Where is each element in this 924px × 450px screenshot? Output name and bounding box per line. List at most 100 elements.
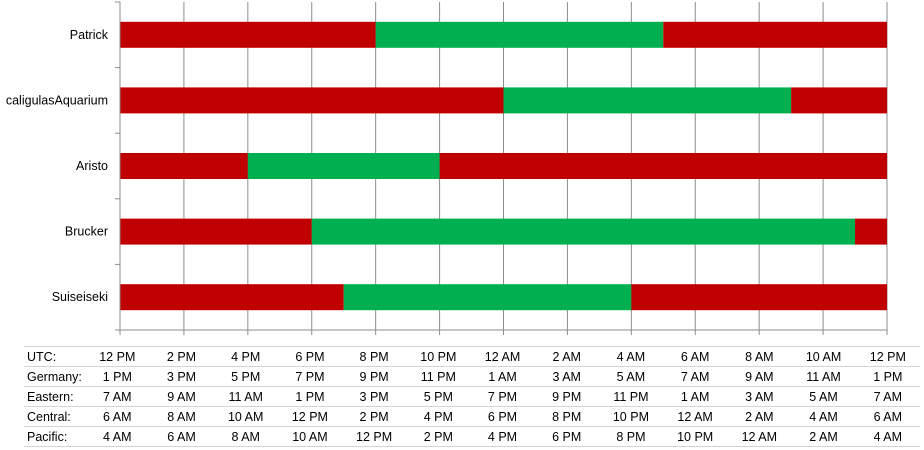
category-label: Brucker <box>65 225 108 239</box>
timezone-time: 11 PM <box>406 366 471 387</box>
timezone-time: 8 PM <box>534 406 599 427</box>
timezone-time: 2 AM <box>534 346 599 367</box>
timezone-time: 6 PM <box>277 346 343 367</box>
timezone-time: 3 AM <box>534 366 599 387</box>
timezone-time: 12 PM <box>855 346 920 367</box>
timezone-time: 7 AM <box>663 366 728 387</box>
bar-segment-offline <box>120 87 504 114</box>
timezone-time: 5 PM <box>213 366 278 387</box>
timezone-time: 5 AM <box>791 386 856 407</box>
timezone-time: 12 PM <box>85 346 150 367</box>
timezone-time: 12 PM <box>342 426 407 447</box>
bar-segment-offline <box>120 153 248 179</box>
timezone-time: 8 AM <box>727 346 792 367</box>
timezone-time: 4 AM <box>598 346 664 367</box>
timezone-time: 9 AM <box>727 366 792 387</box>
timezone-time: 12 AM <box>663 406 728 427</box>
timezone-time: 6 PM <box>470 406 535 427</box>
timezone-time: 10 AM <box>277 426 343 447</box>
timezone-time: 8 AM <box>149 406 214 427</box>
timezone-time: 7 PM <box>470 386 535 407</box>
timezone-time: 2 AM <box>791 426 856 447</box>
timezone-name: Central: <box>24 406 86 427</box>
timezone-time: 5 AM <box>598 366 664 387</box>
timezone-time: 9 PM <box>342 366 407 387</box>
timezone-row: Central: 6 AM 8 AM 10 AM 12 PM 2 PM 4 PM 6 PM 8 … <box>24 406 920 427</box>
timezone-time: 2 PM <box>406 426 471 447</box>
timezone-time: 3 PM <box>342 386 407 407</box>
timezone-time: 8 PM <box>598 426 664 447</box>
timezone-time: 10 PM <box>598 406 664 427</box>
timezone-name: Germany: <box>24 366 86 387</box>
timezone-time: 10 PM <box>406 346 471 367</box>
bar-series <box>120 21 887 311</box>
timezone-time: 6 AM <box>149 426 214 447</box>
timezone-time: 2 PM <box>149 346 214 367</box>
category-label: Aristo <box>76 159 108 173</box>
timezone-time: 4 PM <box>406 406 471 427</box>
category-label: Patrick <box>70 28 109 42</box>
bar-segment-online <box>247 153 440 179</box>
bar-segment-offline <box>120 284 344 311</box>
timezone-name: Eastern: <box>24 386 86 407</box>
timezone-time: 4 PM <box>470 426 535 447</box>
bar-segment-offline <box>120 21 376 48</box>
timezone-time: 2 PM <box>342 406 407 427</box>
availability-chart: Patrick caligulasAquarium Aristo Brucker Sui… <box>6 1 888 335</box>
timezone-time: 4 AM <box>85 426 150 447</box>
bar-segment-online <box>311 218 856 245</box>
timezone-time: 10 AM <box>791 346 856 367</box>
timezone-time: 6 AM <box>85 406 150 427</box>
timezone-time: 6 AM <box>663 346 728 367</box>
timezone-time: 1 PM <box>855 366 920 387</box>
timezone-time: 1 PM <box>85 366 150 387</box>
bar-segment-offline <box>631 284 887 311</box>
timezone-time: 6 AM <box>855 406 920 427</box>
timezone-time: 8 AM <box>213 426 278 447</box>
bar-segment-offline <box>855 218 887 245</box>
timezone-time: 6 PM <box>534 426 599 447</box>
timezone-time: 11 PM <box>598 386 664 407</box>
bar-segment-online <box>343 284 632 311</box>
timezone-time: 1 PM <box>277 386 343 407</box>
timezone-row: UTC: 12 PM 2 PM 4 PM 6 PM 8 PM 10 PM 12 AM 2 AM 4… <box>24 346 920 367</box>
timezone-row: Germany: 1 PM 3 PM 5 PM 7 PM 9 PM 11 PM 1 AM 3 A… <box>24 366 920 387</box>
timezone-time: 3 PM <box>149 366 214 387</box>
timezone-time: 4 PM <box>213 346 278 367</box>
timezone-time: 8 PM <box>342 346 407 367</box>
timezone-time: 9 AM <box>149 386 214 407</box>
bar-segment-online <box>503 87 792 114</box>
timezone-name: Pacific: <box>24 426 86 447</box>
timezone-time: 4 AM <box>855 426 920 447</box>
timezone-conversion-table: UTC: 12 PM 2 PM 4 PM 6 PM 8 PM 10 PM 12 AM 2 AM 4… <box>24 346 920 447</box>
timezone-time: 5 PM <box>406 386 471 407</box>
timezone-time: 1 AM <box>470 366 535 387</box>
timezone-time: 2 AM <box>727 406 792 427</box>
bar-segment-offline <box>791 87 887 114</box>
timezone-row: Pacific: 4 AM 6 AM 8 AM 10 AM 12 PM 2 PM 4 PM 6 … <box>24 426 920 447</box>
axes <box>115 1 888 335</box>
timezone-time: 12 AM <box>727 426 792 447</box>
timezone-time: 10 AM <box>213 406 278 427</box>
timezone-time: 12 AM <box>470 346 535 367</box>
category-label: caligulasAquarium <box>6 93 108 107</box>
timezone-time: 11 AM <box>213 386 278 407</box>
timezone-time: 11 AM <box>791 366 856 387</box>
timezone-time: 7 AM <box>85 386 150 407</box>
category-label: Suiseiseki <box>52 290 108 304</box>
timezone-time: 1 AM <box>663 386 728 407</box>
timezone-time: 9 PM <box>534 386 599 407</box>
bar-segment-offline <box>663 21 887 48</box>
bar-segment-offline <box>120 218 312 245</box>
timezone-time: 4 AM <box>791 406 856 427</box>
timezone-time: 7 PM <box>277 366 343 387</box>
timezone-time: 3 AM <box>727 386 792 407</box>
timezone-time: 12 PM <box>277 406 343 427</box>
category-labels: Patrick caligulasAquarium Aristo Brucker Sui… <box>6 28 109 304</box>
timezone-row: Eastern: 7 AM 9 AM 11 AM 1 PM 3 PM 5 PM 7 PM 9 P… <box>24 386 920 407</box>
timezone-name: UTC: <box>24 346 86 367</box>
timezone-time: 7 AM <box>855 386 920 407</box>
bar-segment-offline <box>439 153 887 179</box>
bar-segment-online <box>375 21 664 48</box>
timezone-time: 10 PM <box>663 426 728 447</box>
